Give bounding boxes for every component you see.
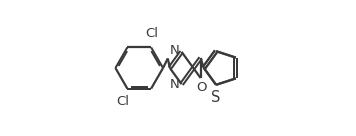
Text: Cl: Cl [116, 95, 129, 108]
Text: Cl: Cl [145, 27, 158, 40]
Text: O: O [196, 81, 206, 94]
Text: N: N [169, 78, 179, 91]
Text: S: S [211, 90, 221, 105]
Text: N: N [169, 44, 179, 57]
